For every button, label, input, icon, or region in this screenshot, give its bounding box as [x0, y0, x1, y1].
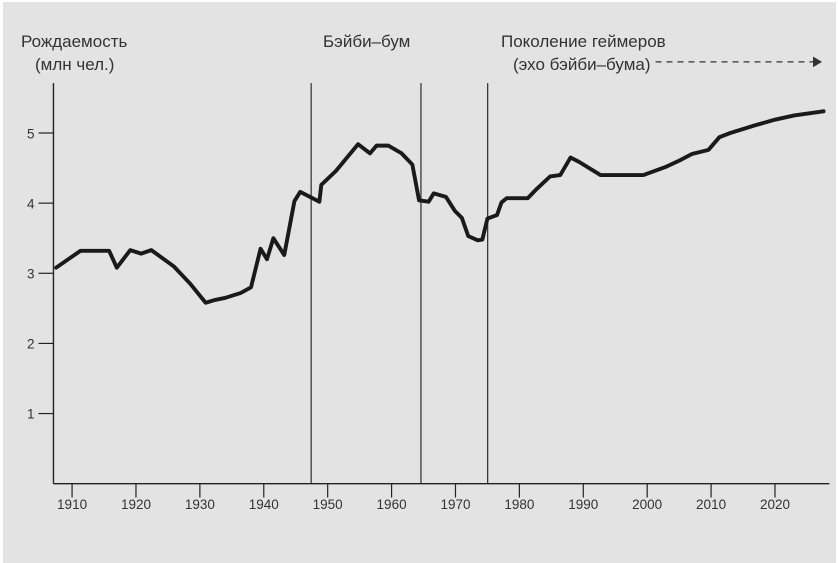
svg-text:4: 4	[27, 197, 35, 212]
svg-text:2010: 2010	[696, 497, 726, 512]
svg-text:5: 5	[27, 127, 35, 142]
svg-text:1920: 1920	[121, 497, 151, 512]
svg-text:2000: 2000	[632, 497, 662, 512]
svg-text:Поколение геймеров: Поколение геймеров	[501, 32, 666, 51]
svg-text:(млн чел.): (млн чел.)	[35, 55, 114, 74]
svg-text:1950: 1950	[313, 497, 343, 512]
svg-text:1940: 1940	[249, 497, 279, 512]
svg-text:Бэйби–бум: Бэйби–бум	[323, 32, 410, 51]
svg-text:(эхо бэйби–бума): (эхо бэйби–бума)	[513, 55, 651, 74]
svg-text:1970: 1970	[440, 497, 470, 512]
svg-text:3: 3	[27, 267, 35, 282]
svg-text:2020: 2020	[760, 497, 790, 512]
svg-text:1: 1	[27, 407, 35, 422]
svg-text:2: 2	[27, 337, 35, 352]
svg-text:1930: 1930	[185, 497, 215, 512]
svg-text:1960: 1960	[377, 497, 407, 512]
svg-text:1990: 1990	[568, 497, 598, 512]
svg-text:1980: 1980	[504, 497, 534, 512]
svg-text:1910: 1910	[57, 497, 87, 512]
svg-text:Рождаемость: Рождаемость	[21, 32, 127, 51]
